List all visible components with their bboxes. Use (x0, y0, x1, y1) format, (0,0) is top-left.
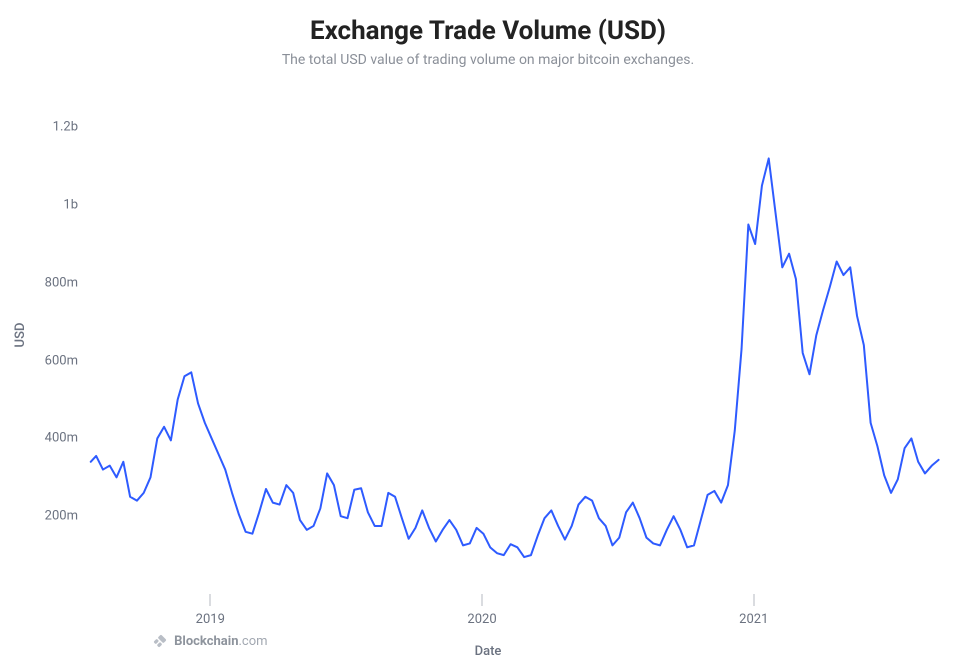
y-tick-label: 600m (45, 353, 78, 368)
y-tick-label: 1b (63, 198, 78, 213)
chart-container: { "title": "Exchange Trade Volume (USD)"… (0, 0, 976, 669)
chart-subtitle: The total USD value of trading volume on… (0, 52, 976, 68)
y-tick-label: 800m (45, 275, 78, 290)
x-tick-label: 2020 (467, 612, 496, 627)
y-tick-label: 200m (45, 509, 78, 524)
chart-title: Exchange Trade Volume (USD) (0, 16, 976, 46)
x-tick-mark (482, 594, 483, 606)
y-tick-label: 400m (45, 431, 78, 446)
y-tick-label: 1.2b (53, 120, 78, 135)
x-tick-mark (753, 594, 754, 606)
x-tick-mark (210, 594, 211, 606)
y-axis-title: USD (13, 322, 28, 347)
x-tick-label: 2019 (196, 612, 225, 627)
brand-watermark: Blockchain.com (152, 633, 267, 649)
watermark-tld: .com (238, 634, 267, 649)
chart-svg (88, 104, 944, 594)
plot-area: Blockchain.com 200m400m600m800m1b1.2b201… (88, 104, 944, 594)
x-axis-title: Date (0, 644, 976, 659)
watermark-brand: Blockchain (174, 634, 238, 649)
x-tick-label: 2021 (739, 612, 768, 627)
trade-volume-line (91, 158, 939, 557)
blockchain-logo-icon (152, 633, 168, 649)
